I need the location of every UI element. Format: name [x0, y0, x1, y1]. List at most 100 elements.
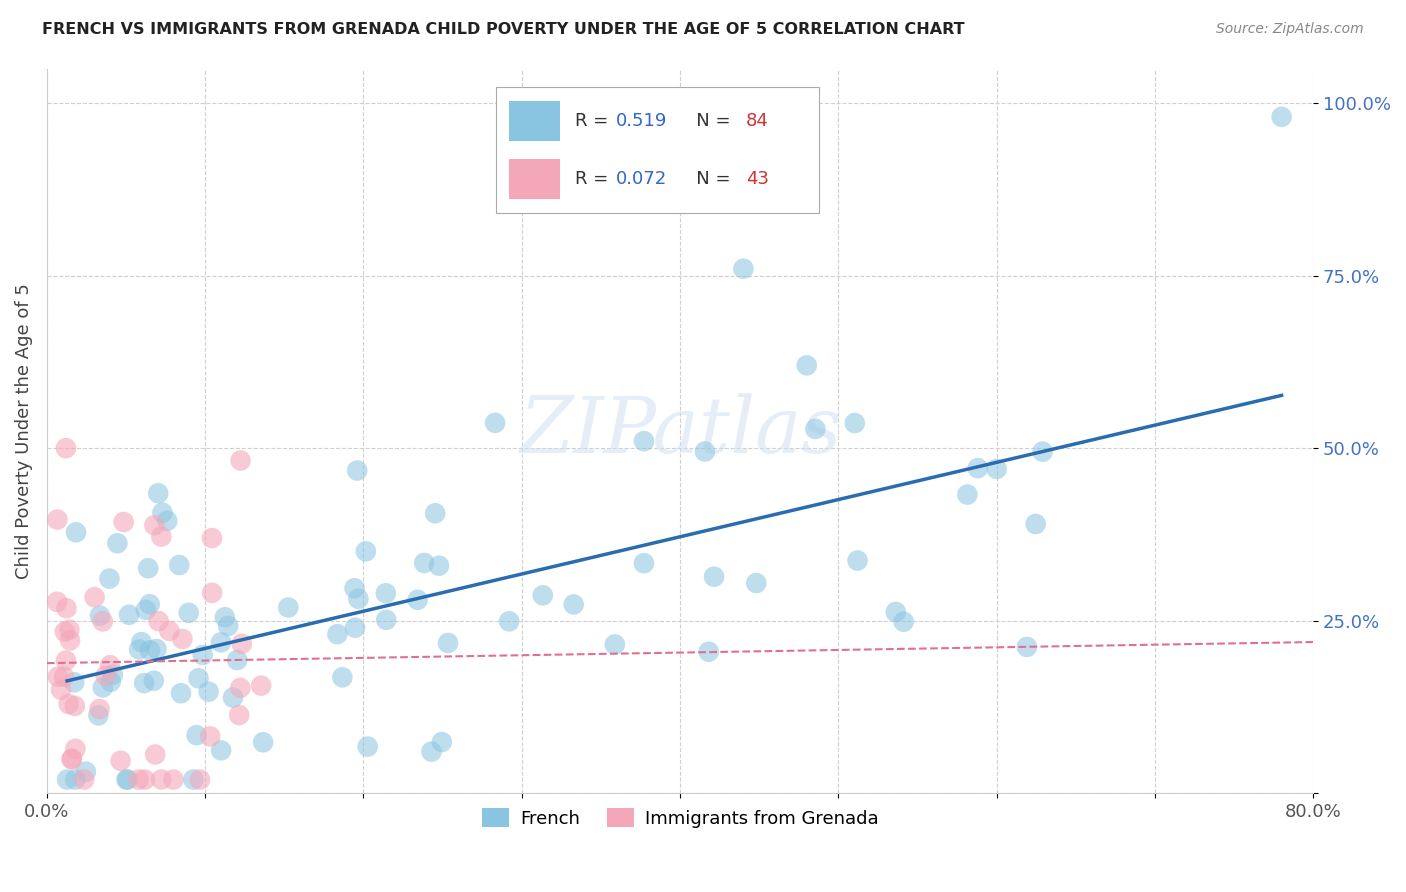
Point [53, 670, 76, 684]
Point [356, 739, 378, 754]
Point [420, 745, 443, 759]
Point [65, 525, 87, 540]
FancyBboxPatch shape [509, 159, 560, 199]
Point [966, 461, 988, 475]
Point [156, 514, 179, 528]
Point [143, 518, 166, 533]
Point [135, 603, 157, 617]
Point [562, 598, 585, 612]
Point [128, 772, 150, 787]
Point [633, 556, 655, 570]
Point [693, 444, 716, 458]
Point [201, 586, 224, 600]
Point [1025, 516, 1047, 531]
Point [170, 686, 193, 700]
Point [484, 416, 506, 430]
Point [59, 633, 82, 648]
Point [884, 605, 907, 619]
Point [214, 610, 236, 624]
Text: 0.519: 0.519 [616, 112, 666, 130]
Point [531, 588, 554, 602]
Point [413, 556, 436, 570]
Point [229, 681, 252, 695]
Point [58, 697, 80, 711]
Point [406, 592, 429, 607]
FancyBboxPatch shape [496, 87, 820, 213]
Point [55, 654, 77, 668]
Point [217, 619, 239, 633]
Point [162, 772, 184, 787]
Point [60, 752, 83, 766]
Point [55, 441, 77, 455]
Point [46, 670, 69, 684]
Point [46, 512, 69, 526]
Point [186, 728, 208, 742]
Point [703, 570, 725, 584]
Point [498, 615, 520, 629]
Point [893, 615, 915, 629]
Point [91, 681, 114, 695]
Point [347, 591, 370, 606]
Point [228, 708, 250, 723]
Point [167, 558, 190, 572]
Point [148, 486, 170, 500]
Point [197, 684, 219, 698]
Point [188, 772, 211, 787]
Point [128, 642, 150, 657]
Point [425, 506, 447, 520]
Point [346, 464, 368, 478]
Point [55, 601, 77, 615]
Point [956, 487, 979, 501]
Point [354, 544, 377, 558]
Point [136, 561, 159, 575]
Point [98, 658, 121, 673]
Point [46, 595, 69, 609]
Text: 84: 84 [747, 112, 769, 130]
Point [60, 752, 83, 766]
Point [252, 735, 274, 749]
Point [56, 772, 79, 787]
Text: N =: N = [679, 112, 737, 130]
Point [75, 764, 97, 779]
Point [98, 572, 121, 586]
Point [105, 536, 128, 550]
Point [1271, 110, 1294, 124]
Text: N =: N = [679, 170, 737, 188]
Point [209, 635, 232, 649]
Point [134, 772, 156, 787]
Point [131, 635, 153, 649]
Point [139, 643, 162, 657]
Point [94, 669, 117, 683]
Point [201, 531, 224, 545]
Point [796, 359, 818, 373]
Text: ZIPatlas: ZIPatlas [519, 392, 841, 469]
Point [58, 623, 80, 637]
Point [117, 772, 139, 787]
Point [430, 735, 453, 749]
Point [115, 772, 138, 787]
Point [63, 698, 86, 713]
Point [91, 615, 114, 629]
Text: R =: R = [575, 170, 614, 188]
Text: R =: R = [575, 112, 614, 130]
Point [745, 576, 768, 591]
Point [198, 730, 221, 744]
Point [191, 648, 214, 662]
Point [344, 621, 367, 635]
Point [65, 772, 87, 787]
Point [139, 597, 162, 611]
Point [142, 673, 165, 688]
Point [332, 670, 354, 684]
Point [733, 261, 755, 276]
Point [148, 614, 170, 628]
Point [145, 642, 167, 657]
Point [804, 422, 827, 436]
Point [697, 645, 720, 659]
Point [112, 515, 135, 529]
Point [250, 679, 273, 693]
FancyBboxPatch shape [509, 101, 560, 141]
Point [846, 553, 869, 567]
Point [209, 743, 232, 757]
Point [1032, 444, 1054, 458]
Point [1015, 640, 1038, 654]
